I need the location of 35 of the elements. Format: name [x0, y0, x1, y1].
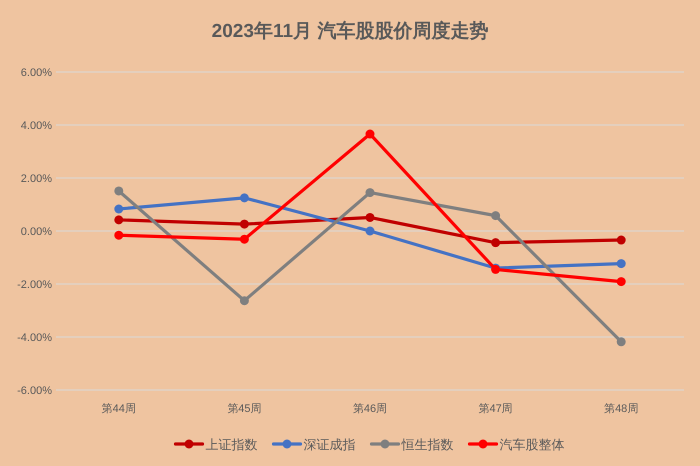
- point: [240, 296, 249, 306]
- y-tick-label: 4.00%: [20, 120, 52, 132]
- point: [616, 259, 626, 268]
- point: [240, 234, 249, 244]
- point: [616, 337, 626, 346]
- point: [240, 193, 249, 202]
- point: [240, 220, 249, 229]
- y-tick-label: -4.00%: [17, 332, 52, 344]
- legend-label: 汽车股整体: [500, 437, 564, 452]
- point: [366, 188, 374, 198]
- point: [366, 130, 374, 139]
- point: [114, 186, 124, 196]
- legend-label: 深证成指: [304, 437, 356, 452]
- x-tick-label: 第47周: [478, 403, 513, 415]
- legend-label: 上证指数: [206, 437, 258, 452]
- point: [114, 215, 124, 224]
- y-tick-label: 0.00%: [20, 226, 52, 238]
- point: [114, 204, 124, 214]
- point: [491, 211, 500, 220]
- x-tick-label: 第46周: [352, 403, 388, 415]
- point: [114, 230, 124, 240]
- x-tick-label: 第48周: [604, 403, 638, 415]
- x-tick-label: 第45周: [227, 403, 262, 415]
- legend-label: 恒生指数: [400, 437, 454, 452]
- y-tick-label: -2.00%: [17, 279, 52, 291]
- y-tick-label: 2.00%: [20, 173, 52, 185]
- point: [366, 212, 374, 222]
- point: [616, 277, 626, 286]
- y-tick-label: -6.00%: [17, 385, 52, 397]
- y-tick-label: 6.00%: [20, 67, 52, 79]
- point: [366, 226, 374, 236]
- point: [491, 238, 500, 248]
- x-tick-label: 第44周: [102, 403, 136, 415]
- chart-title: 2023年11月 汽车股股价周度走势: [212, 20, 488, 42]
- point: [616, 236, 626, 245]
